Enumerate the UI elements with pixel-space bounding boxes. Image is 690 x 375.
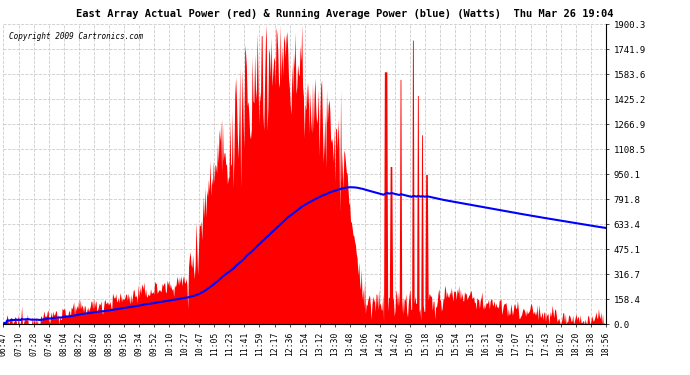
Text: East Array Actual Power (red) & Running Average Power (blue) (Watts)  Thu Mar 26: East Array Actual Power (red) & Running …	[77, 9, 613, 20]
Text: Copyright 2009 Cartronics.com: Copyright 2009 Cartronics.com	[10, 32, 144, 41]
